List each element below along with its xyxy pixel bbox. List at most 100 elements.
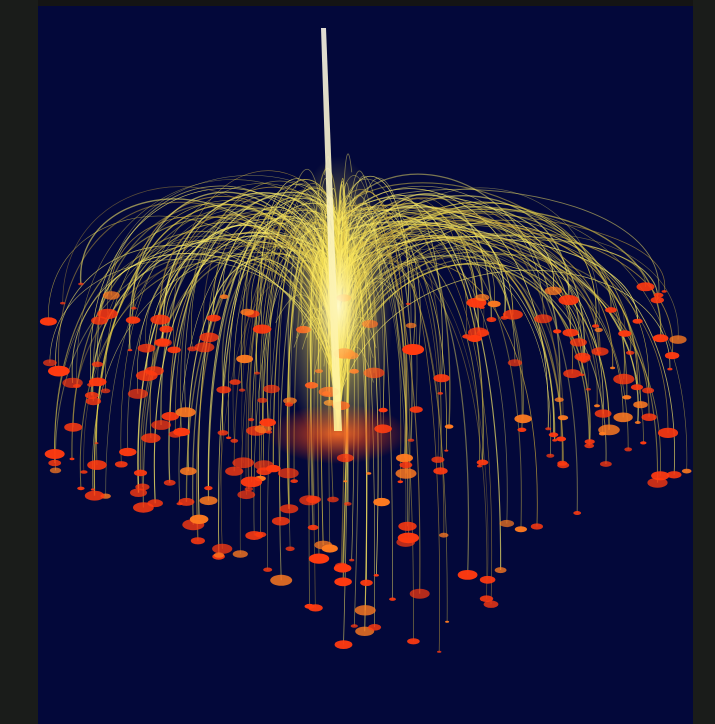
node-dot [483,600,499,608]
node-dot [237,490,256,500]
node-dot [131,306,137,310]
node-dot [479,595,494,602]
node-dot [584,439,595,445]
node-dot [77,486,85,491]
node-dot [49,467,62,474]
node-dot [84,391,99,399]
node-dot [285,546,295,552]
node-dot [585,388,592,391]
hub-stem [321,28,342,431]
node-dot [476,459,489,466]
node-dot [245,531,264,540]
node-dot [534,314,553,324]
node-dot [167,346,181,354]
right-border [693,0,715,724]
node-dot [477,464,482,468]
node-dot [354,605,376,616]
node-dot [150,314,171,325]
node-dot [431,456,445,463]
node-dot [199,496,218,506]
node-dot [600,461,612,467]
node-dot [204,486,213,491]
node-dot [661,290,667,293]
node-dot [402,344,425,355]
node-dot [580,360,587,364]
node-dot [397,532,420,544]
node-dot [263,384,280,394]
node-dot [366,472,372,475]
node-dot [284,402,294,407]
node-dot [373,497,390,507]
node-dot [321,544,338,553]
node-dot [405,302,411,306]
node-dot [102,291,120,300]
node-dot [653,292,664,298]
node-dot [642,387,655,394]
node-dot [634,421,641,424]
node-dot [486,317,497,323]
node-dot [135,370,158,382]
node-dot [307,524,319,531]
hub-glow [283,156,393,456]
node-dot [664,352,680,360]
node-dot [161,411,179,421]
node-dot [232,457,254,469]
node-dot [405,322,417,329]
node-dot [625,350,635,355]
node-dot [334,577,352,587]
node-dot [180,467,197,476]
node-dot [80,470,88,474]
node-dot [43,359,57,367]
node-dot [135,483,150,491]
node-dot [114,461,128,468]
node-dot [178,497,195,506]
node-dot [556,436,567,442]
node-dot [640,441,647,445]
node-dot [618,330,632,337]
node-dot [270,574,293,586]
node-dot [681,468,692,474]
node-dot [407,438,415,442]
node-dot [437,392,444,395]
node-dot [119,447,137,457]
node-dot [598,431,606,436]
node-dot [90,488,95,491]
node-dot [396,453,413,463]
node-dot [257,397,268,403]
node-dot [407,638,420,645]
node-dot [333,563,352,573]
node-dot [127,388,148,399]
node-dot [557,462,570,469]
node-dot [666,471,682,479]
node-dot [217,430,229,436]
node-dot [548,432,559,438]
node-dot [409,406,423,413]
node-dot [544,286,562,296]
node-dot [277,468,299,479]
node-dot [216,386,232,394]
node-dot [97,308,118,320]
node-dot [433,467,448,475]
node-dot [569,338,587,347]
node-dot [591,324,600,328]
node-dot [350,624,358,628]
node-dot [271,516,290,526]
node-dot [240,308,254,316]
node-dot [667,367,673,371]
node-dot [125,316,141,324]
node-dot [650,296,664,304]
node-dot [308,553,330,564]
node-dot [479,575,496,584]
node-dot [240,476,263,488]
node-dot [159,325,173,333]
node-dot [175,407,196,418]
node-dot [594,409,612,418]
node-dot [232,550,248,558]
node-dot [163,479,176,486]
node-dot [591,347,609,356]
node-dot [334,640,353,649]
node-dot [594,404,600,408]
node-dot [189,514,209,524]
node-dot [517,427,527,432]
node-dot [552,439,558,442]
